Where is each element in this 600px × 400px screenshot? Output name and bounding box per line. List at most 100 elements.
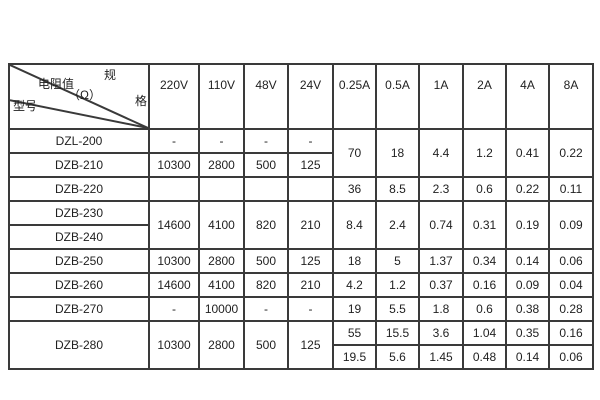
value-cell: 0.19 — [505, 200, 550, 250]
table-row-dzb-270: DZB-270 - 10000 - - 19 5.5 1.8 0.6 0.38 … — [8, 296, 594, 322]
value-cell: 5.6 — [375, 344, 420, 370]
value-cell: 1.2 — [375, 272, 420, 298]
value-cell: 70 — [332, 128, 377, 178]
value-cell: 1.45 — [418, 344, 464, 370]
value-cell: 18 — [332, 248, 377, 274]
header-row: 规 格 电阻值 （Ω） 型号 220V 110V 48V 24V 0.25A 0… — [8, 63, 594, 130]
value-cell: 55 — [332, 320, 377, 346]
value-cell: 1.2 — [462, 128, 507, 178]
value-cell: 3.6 — [418, 320, 464, 346]
corner-unit-label: （Ω） — [68, 88, 101, 102]
empty-cell — [243, 176, 289, 202]
value-cell: 1.04 — [462, 320, 507, 346]
column-header-220v: 220V — [148, 63, 200, 130]
model-cell: DZB-220 — [8, 176, 150, 202]
value-cell: 2800 — [198, 152, 245, 178]
table-row-dzb-240: DZB-240 — [8, 224, 593, 250]
column-header-48v: 48V — [243, 63, 289, 130]
column-header-0-25a: 0.25A — [332, 63, 377, 130]
corner-diagonal-lines — [11, 66, 147, 127]
value-cell: 0.6 — [462, 176, 507, 202]
value-cell: 2800 — [198, 248, 245, 274]
column-header-1a: 1A — [418, 63, 464, 130]
value-cell: 0.11 — [548, 176, 594, 202]
column-header-110v: 110V — [198, 63, 245, 130]
corner-header-cell: 规 格 电阻值 （Ω） 型号 — [8, 63, 150, 130]
model-cell: DZB-250 — [8, 248, 150, 274]
value-cell: 0.14 — [505, 248, 550, 274]
value-cell: 0.34 — [462, 248, 507, 274]
value-cell: 820 — [243, 200, 289, 250]
value-cell: 4100 — [198, 272, 245, 298]
value-cell: 0.35 — [505, 320, 550, 346]
value-cell: 2.3 — [418, 176, 464, 202]
value-cell: 125 — [287, 320, 334, 370]
corner-resistance-label: 电阻值 — [38, 77, 75, 91]
value-cell: 10300 — [148, 248, 200, 274]
value-cell: 0.16 — [462, 272, 507, 298]
value-cell: 820 — [243, 272, 289, 298]
empty-cell — [148, 176, 200, 202]
value-cell: 500 — [243, 152, 289, 178]
column-header-0-5a: 0.5A — [375, 63, 420, 130]
model-cell: DZB-210 — [8, 152, 150, 178]
column-header-8a: 8A — [548, 63, 594, 130]
value-cell: 1.37 — [418, 248, 464, 274]
value-cell: 10000 — [198, 296, 245, 322]
value-cell: 210 — [287, 272, 334, 298]
value-cell: 0.6 — [462, 296, 507, 322]
value-cell: 500 — [243, 320, 289, 370]
value-cell: 0.41 — [505, 128, 550, 178]
model-cell: DZB-280 — [8, 320, 150, 370]
value-cell: 0.22 — [548, 128, 594, 178]
value-cell: 14600 — [148, 200, 200, 250]
table-row-dzb-280: DZB-280 10300 2800 500 125 55 15.5 3.6 1… — [8, 320, 594, 370]
value-cell: 0.31 — [462, 200, 507, 250]
value-cell: 5.5 — [375, 296, 420, 322]
empty-cell — [198, 176, 245, 202]
table-row-dzb-250: DZB-250 10300 2800 500 125 18 5 1.37 0.3… — [8, 248, 594, 274]
corner-model-label: 型号 — [13, 99, 38, 113]
column-header-2a: 2A — [462, 63, 507, 130]
table-row-dzb-230: DZB-230 14600 4100 820 210 8.4 2.4 0.74 … — [8, 200, 594, 250]
model-cell: DZB-270 — [8, 296, 150, 322]
model-cell: DZL-200 — [8, 128, 150, 154]
value-cell: 1.8 — [418, 296, 464, 322]
value-cell: 0.16 — [548, 320, 594, 346]
table-row-dzl-200: DZL-200 - - - - 70 18 4.4 1.2 0.41 0.22 — [8, 128, 594, 178]
value-cell: - — [243, 128, 289, 154]
value-cell: - — [148, 128, 200, 154]
column-header-4a: 4A — [505, 63, 550, 130]
table-row-dzb-260: DZB-260 14600 4100 820 210 4.2 1.2 0.37 … — [8, 272, 594, 298]
value-cell: 125 — [287, 248, 334, 274]
value-cell: 4100 — [198, 200, 245, 250]
corner-spec-label-char1: 规 — [104, 68, 117, 82]
value-cell: 8.5 — [375, 176, 420, 202]
value-cell: 0.38 — [505, 296, 550, 322]
value-cell: 0.14 — [505, 344, 550, 370]
value-cell: 10300 — [148, 320, 200, 370]
value-cell: - — [198, 128, 245, 154]
value-cell: - — [287, 128, 334, 154]
value-cell: 0.04 — [548, 272, 594, 298]
value-cell: 210 — [287, 200, 334, 250]
value-cell: 36 — [332, 176, 377, 202]
value-cell: 0.22 — [505, 176, 550, 202]
table-row-dzb-220: DZB-220 36 8.5 2.3 0.6 0.22 0.11 — [8, 176, 594, 202]
value-cell: 5 — [375, 248, 420, 274]
value-cell: 4.2 — [332, 272, 377, 298]
value-cell: 14600 — [148, 272, 200, 298]
value-cell: 0.28 — [548, 296, 594, 322]
model-cell: DZB-230 — [8, 200, 150, 226]
value-cell: 0.09 — [505, 272, 550, 298]
value-cell: 500 — [243, 248, 289, 274]
value-cell: 18 — [375, 128, 420, 178]
value-cell: 0.37 — [418, 272, 464, 298]
value-cell: 4.4 — [418, 128, 464, 178]
value-cell: 0.06 — [548, 344, 594, 370]
value-cell: 19 — [332, 296, 377, 322]
model-cell: DZB-240 — [8, 224, 150, 250]
table-row-dzb-210: DZB-210 10300 2800 500 125 — [8, 152, 593, 178]
model-cell: DZB-260 — [8, 272, 150, 298]
